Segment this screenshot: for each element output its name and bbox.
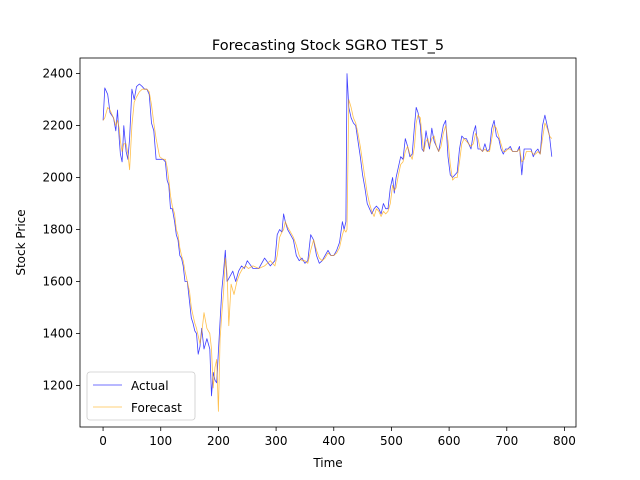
x-axis-label: Time [312,456,342,470]
series-line-actual [102,73,553,397]
chart-title: Forecasting Stock SGRO TEST_5 [212,38,444,54]
legend-label-actual: Actual [131,379,169,393]
y-tick-label: 2200 [42,119,73,133]
y-tick-label: 2400 [42,67,73,81]
x-tick-label: 100 [149,434,172,448]
x-tick-label: 500 [380,434,403,448]
x-tick-label: 600 [438,434,461,448]
y-axis-label: Stock Price [14,209,28,275]
series-layer [102,73,553,412]
x-tick-label: 700 [495,434,518,448]
y-tick-label: 2000 [42,171,73,185]
x-tick-label: 800 [553,434,576,448]
series-line-forecast [102,88,553,412]
x-tick-label: 400 [322,434,345,448]
x-axis: 0 100 200 300 400 500 600 700 800 [99,427,576,448]
x-tick-label: 300 [265,434,288,448]
x-tick-label: 200 [207,434,230,448]
plot-frame [79,57,577,428]
legend-label-forecast: Forecast [131,401,182,415]
y-axis: 1200 1400 1600 1800 2000 2200 2400 [42,67,80,392]
y-tick-label: 1600 [42,274,73,288]
y-tick-label: 1800 [42,223,73,237]
legend: Actual Forecast [86,371,196,421]
y-tick-label: 1200 [42,378,73,392]
legend-box [86,371,196,421]
x-tick-label: 0 [99,434,107,448]
y-tick-label: 1400 [42,326,73,340]
